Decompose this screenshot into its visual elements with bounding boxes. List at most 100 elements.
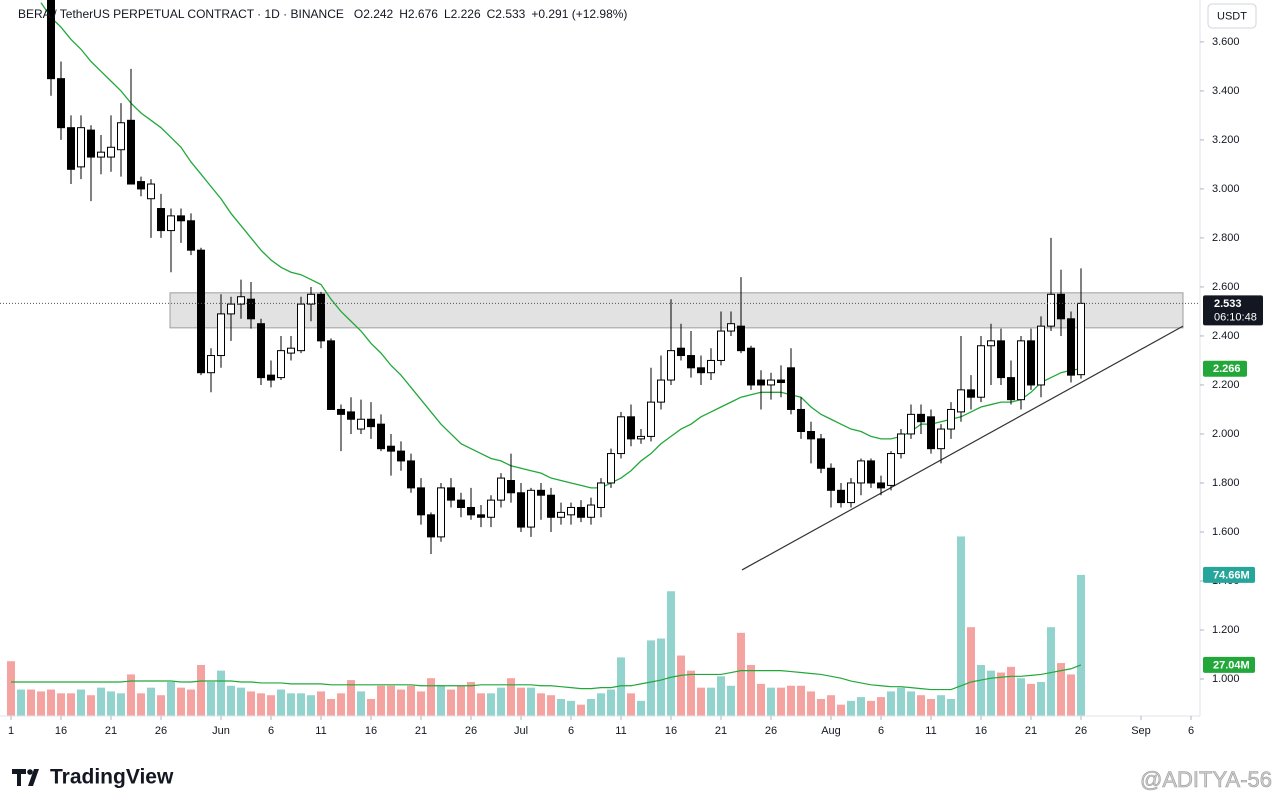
candle-body — [797, 408, 805, 433]
candle-body — [257, 323, 265, 379]
volume-bar — [987, 670, 995, 716]
candle-body — [717, 330, 725, 361]
volume-bar — [947, 698, 955, 716]
candle-body — [267, 374, 275, 381]
candle-body — [767, 379, 775, 386]
candle-body — [137, 181, 145, 190]
candle-body — [87, 129, 95, 158]
volume-bar — [517, 687, 525, 716]
candle-body — [847, 482, 855, 504]
volume-bar — [197, 664, 205, 716]
x-tick-label: Jun — [212, 725, 230, 737]
volume-bar — [827, 695, 835, 716]
volume-bar — [817, 698, 825, 716]
candle-body — [697, 367, 705, 374]
x-tick-label: 26 — [465, 725, 477, 737]
candle-body — [357, 418, 365, 430]
volume-bar — [57, 693, 65, 716]
candle-body — [437, 487, 445, 538]
volume-bar — [727, 685, 735, 716]
y-tick-label: 2.800 — [1212, 232, 1240, 244]
volume-bar — [7, 661, 15, 716]
volume-bar — [77, 689, 85, 716]
volume-bar — [977, 664, 985, 716]
candle-body — [427, 514, 435, 538]
candle-body — [207, 355, 215, 374]
x-tick-label: Aug — [821, 725, 841, 737]
candle-body — [667, 350, 675, 381]
watermark: @ADITYA-56 — [1140, 767, 1272, 792]
x-tick-label: 16 — [975, 725, 987, 737]
ma-label: 2.266 — [1213, 363, 1241, 375]
candle-body — [787, 367, 795, 410]
y-tick-label: 3.000 — [1212, 183, 1240, 195]
brand-name: TradingView — [50, 766, 174, 789]
volume-bar — [137, 693, 145, 716]
x-tick-label: 11 — [315, 725, 326, 737]
volume-bar — [887, 691, 895, 716]
volume-bar — [1037, 681, 1045, 716]
volume-bar — [267, 695, 275, 716]
volume-bar — [357, 691, 365, 716]
candle-body — [277, 350, 285, 379]
currency-label: USDT — [1217, 10, 1247, 22]
candle-body — [637, 435, 645, 440]
candle-body — [177, 215, 185, 222]
candle-body — [197, 249, 205, 374]
candle-body — [407, 460, 415, 489]
volume-ma-tag — [1203, 656, 1255, 673]
candle-body — [897, 433, 905, 455]
candle-body — [967, 389, 975, 398]
candle-body — [217, 313, 225, 357]
volume-bar — [837, 704, 845, 716]
candle-body — [817, 438, 825, 469]
candle-body — [867, 460, 875, 484]
candle-body — [1057, 293, 1065, 320]
candle-body — [947, 408, 955, 430]
y-tick-label: 2.000 — [1212, 428, 1240, 440]
candle-body — [577, 506, 585, 518]
volume-bar — [877, 697, 885, 716]
candle-body — [737, 325, 745, 352]
candle-body — [587, 504, 595, 518]
volume-bar — [327, 698, 335, 716]
volume-bar — [907, 691, 915, 716]
volume-bar — [647, 640, 655, 716]
volume-bar — [297, 693, 305, 716]
candle-body — [687, 355, 695, 369]
candle-body — [497, 477, 505, 501]
candle-body — [807, 431, 815, 440]
candle-body — [507, 480, 515, 494]
volume-bar — [47, 689, 55, 716]
volume-bar — [1067, 674, 1075, 716]
x-tick-label: 1 — [8, 725, 14, 737]
candle-body — [147, 183, 155, 200]
volume-bar — [967, 627, 975, 716]
ohlc-close: C2.533 — [487, 7, 526, 21]
y-tick-label: 2.400 — [1212, 330, 1240, 342]
currency-box[interactable] — [1207, 3, 1257, 29]
candle-body — [397, 450, 405, 462]
volume-bar — [557, 698, 565, 716]
volume-bar — [427, 678, 435, 716]
candle-body — [117, 122, 125, 151]
x-tick-label: 6 — [268, 725, 274, 737]
x-tick-label: 26 — [765, 725, 777, 737]
x-tick-label: 26 — [1075, 725, 1087, 737]
volume-tag — [1203, 566, 1255, 583]
volume-bar — [697, 687, 705, 716]
volume-bar — [367, 698, 375, 716]
volume-bar — [407, 685, 415, 716]
candle-body — [327, 340, 335, 410]
volume-bar — [867, 700, 875, 716]
ma-tag — [1203, 360, 1247, 377]
candle-body — [447, 487, 455, 501]
candle-body — [997, 340, 1005, 379]
volume-bar — [1057, 663, 1065, 716]
candle-body — [77, 127, 85, 168]
volume-bar — [767, 687, 775, 716]
candle-body — [67, 127, 75, 170]
ohlc-open: O2.242 — [354, 7, 394, 21]
x-tick-label: 6 — [568, 725, 574, 737]
volume-bar — [537, 693, 545, 716]
